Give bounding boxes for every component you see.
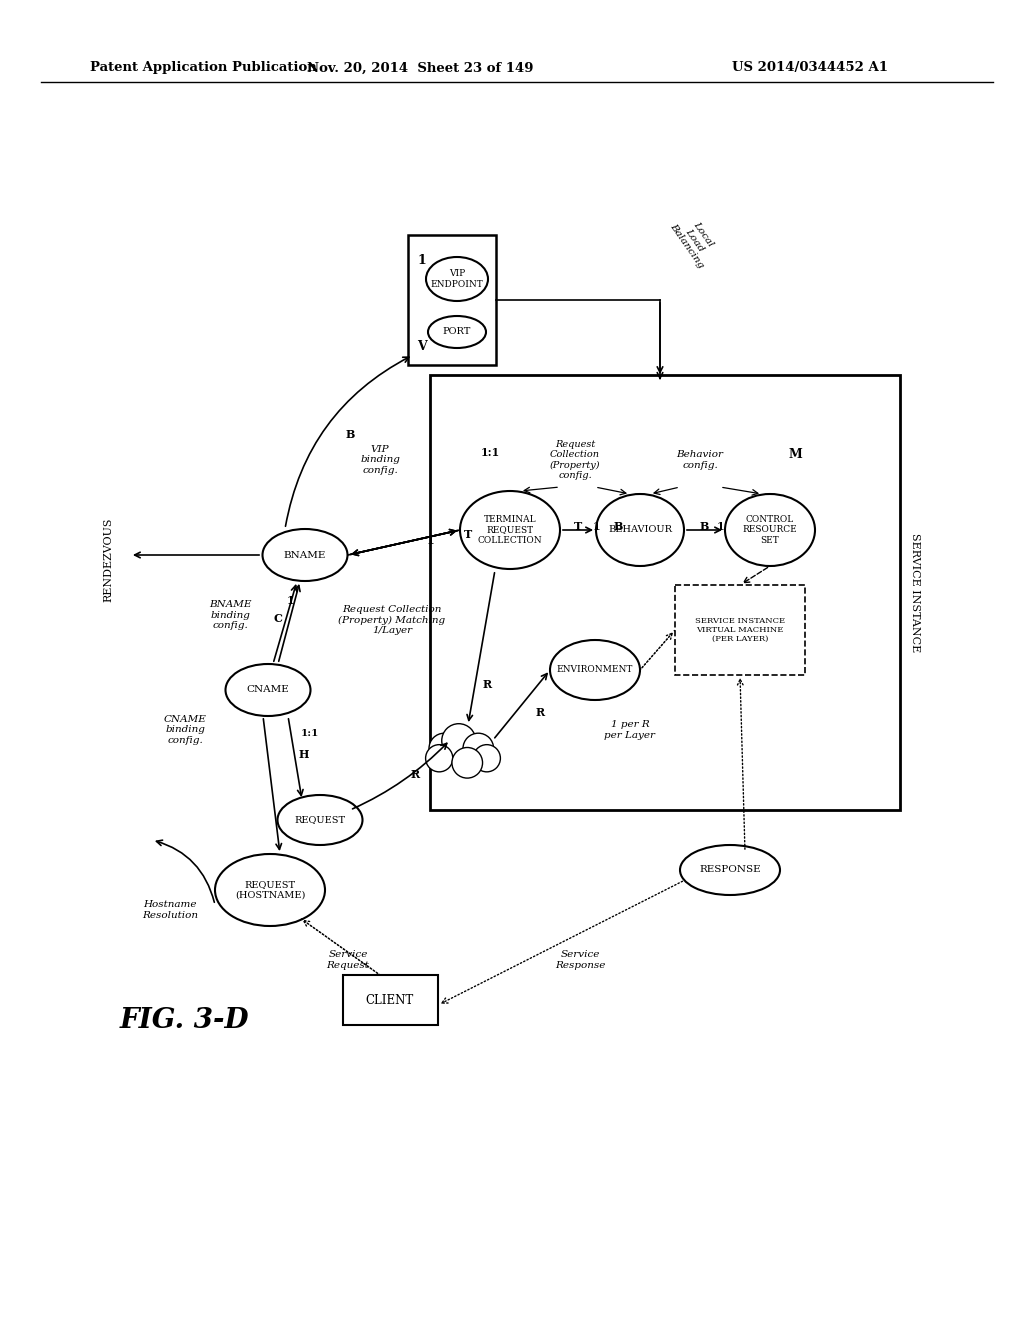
- Text: V: V: [417, 341, 427, 354]
- Text: Request
Collection
(Property)
config.: Request Collection (Property) config.: [550, 440, 600, 480]
- Text: B: B: [699, 521, 709, 532]
- Text: 1:1: 1:1: [480, 447, 500, 458]
- Circle shape: [426, 744, 453, 772]
- Text: BNAME: BNAME: [284, 550, 327, 560]
- Text: REQUEST
(HOSTNAME): REQUEST (HOSTNAME): [234, 880, 305, 900]
- Text: Request Collection
(Property) Matching
1/Layer: Request Collection (Property) Matching 1…: [339, 605, 445, 635]
- Bar: [342, 975, 437, 1026]
- Text: REQUEST: REQUEST: [295, 816, 345, 825]
- Circle shape: [473, 744, 501, 772]
- Text: PORT: PORT: [442, 327, 471, 337]
- Text: C: C: [273, 612, 283, 623]
- Text: CONTROL
RESOURCE
SET: CONTROL RESOURCE SET: [742, 515, 798, 545]
- Text: 1 per R
per Layer: 1 per R per Layer: [604, 721, 655, 739]
- Circle shape: [463, 733, 494, 764]
- Text: 1: 1: [716, 521, 724, 532]
- Text: 1: 1: [286, 594, 294, 606]
- Text: H: H: [299, 748, 309, 759]
- Text: R: R: [536, 708, 545, 718]
- Text: BNAME
binding
config.: BNAME binding config.: [209, 601, 251, 630]
- Text: Service
Request: Service Request: [327, 950, 370, 970]
- Text: B: B: [345, 429, 354, 441]
- Text: B: B: [613, 521, 623, 532]
- Text: Patent Application Publication: Patent Application Publication: [90, 62, 316, 74]
- Text: BEHAVIOUR: BEHAVIOUR: [608, 525, 672, 535]
- Text: 1: 1: [426, 535, 434, 545]
- Text: 1: 1: [592, 521, 600, 532]
- Text: 1: 1: [418, 253, 426, 267]
- Text: RENDEZVOUS: RENDEZVOUS: [103, 517, 113, 602]
- Text: Local
Load
Balancing: Local Load Balancing: [668, 210, 722, 271]
- Circle shape: [441, 723, 476, 758]
- Text: R: R: [482, 680, 492, 690]
- Text: VIP
ENDPOINT: VIP ENDPOINT: [431, 269, 483, 289]
- Circle shape: [452, 747, 482, 777]
- Text: Behavior
config.: Behavior config.: [677, 450, 724, 470]
- Text: FIG. 3-D: FIG. 3-D: [120, 1006, 250, 1034]
- Circle shape: [429, 733, 460, 764]
- Text: Service
Response: Service Response: [555, 950, 605, 970]
- Bar: [675, 585, 805, 675]
- Text: ENVIRONMENT: ENVIRONMENT: [557, 665, 633, 675]
- Text: VIP
binding
config.: VIP binding config.: [360, 445, 400, 475]
- Text: Hostname
Resolution: Hostname Resolution: [142, 900, 198, 920]
- Text: TERMINAL
REQUEST
COLLECTION: TERMINAL REQUEST COLLECTION: [477, 515, 543, 545]
- Text: US 2014/0344452 A1: US 2014/0344452 A1: [732, 62, 888, 74]
- Text: R: R: [411, 770, 420, 780]
- Text: CLIENT: CLIENT: [366, 994, 414, 1006]
- Text: RESPONSE: RESPONSE: [699, 866, 761, 874]
- Bar: [408, 235, 496, 366]
- Text: T: T: [464, 529, 472, 540]
- Text: T: T: [573, 521, 582, 532]
- Bar: [430, 375, 900, 810]
- Text: CNAME
binding
config.: CNAME binding config.: [164, 715, 207, 744]
- Text: 1:1: 1:1: [301, 730, 319, 738]
- Text: SERVICE INSTANCE: SERVICE INSTANCE: [910, 533, 920, 652]
- Text: Nov. 20, 2014  Sheet 23 of 149: Nov. 20, 2014 Sheet 23 of 149: [307, 62, 534, 74]
- Text: M: M: [788, 449, 802, 462]
- Text: CNAME: CNAME: [247, 685, 290, 694]
- Text: SERVICE INSTANCE
VIRTUAL MACHINE
(PER LAYER): SERVICE INSTANCE VIRTUAL MACHINE (PER LA…: [695, 616, 785, 643]
